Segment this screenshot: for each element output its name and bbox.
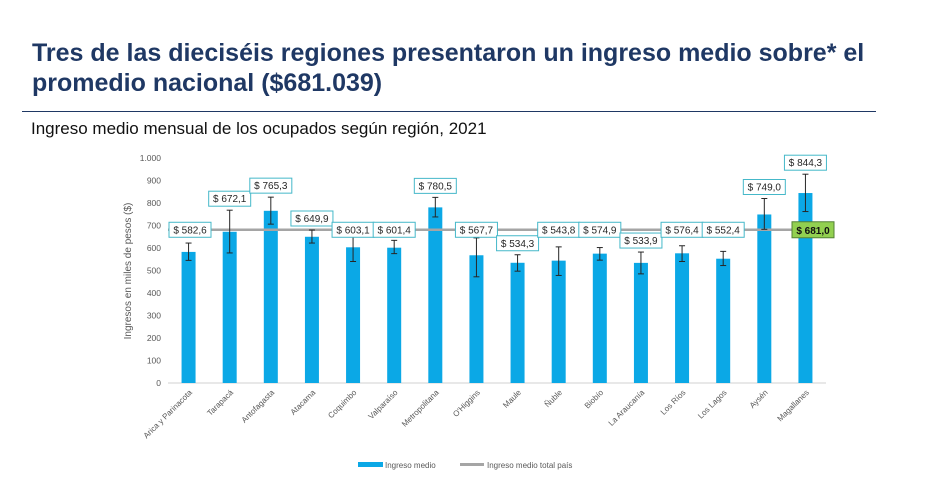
data-label: $ 574,9: [583, 225, 617, 236]
x-tick-label: La Araucanía: [607, 388, 647, 428]
data-label: $ 567,7: [460, 225, 494, 236]
y-tick-label: 400: [147, 288, 161, 298]
data-label-box: [496, 235, 540, 252]
data-label-box: [454, 221, 498, 238]
data-label: $ 844,3: [789, 158, 823, 169]
x-tick-label: Antofagasta: [240, 388, 277, 425]
x-tick-label: Coquimbo: [326, 388, 359, 421]
x-tick-label: Arica y Parinacota: [142, 388, 195, 441]
title-divider: [22, 111, 876, 112]
data-label: $ 533,9: [624, 236, 658, 247]
y-tick-label: 700: [147, 221, 161, 231]
legend: Ingreso medio Ingreso medio total país: [358, 461, 572, 470]
x-tick-label: Los Lagos: [696, 388, 728, 420]
data-label-box: [372, 221, 416, 238]
x-tick-label: Biobío: [583, 388, 606, 411]
data-label: $ 552,4: [707, 225, 741, 236]
x-tick-label: Valparaíso: [367, 388, 400, 421]
data-label: $ 543,8: [542, 225, 576, 236]
x-tick-label: Ñuble: [543, 388, 565, 410]
bar: [757, 214, 772, 383]
data-label-box: [701, 221, 745, 238]
data-label: $ 576,4: [665, 225, 699, 236]
legend-label-line: Ingreso medio total país: [487, 461, 572, 470]
bar: [346, 247, 361, 383]
data-label: $ 603,1: [336, 225, 370, 236]
bar: [181, 251, 196, 383]
error-bars: [185, 173, 809, 278]
bar: [551, 260, 566, 383]
bars: [181, 193, 813, 383]
y-tick-label: 900: [147, 176, 161, 186]
y-axis-title: Ingresos en miles de pesos ($): [123, 203, 134, 340]
bar: [633, 262, 648, 383]
data-label-box: [168, 221, 212, 238]
data-label-box: [249, 177, 293, 194]
chart-title: Ingreso medio mensual de los ocupados se…: [31, 119, 487, 138]
bar: [428, 207, 443, 383]
data-label: $ 649,9: [295, 214, 329, 225]
average-label: $ 681,0: [796, 226, 830, 237]
y-tick-label: 800: [147, 198, 161, 208]
x-tick-label: O'Higgins: [451, 388, 482, 419]
average-label-box: [791, 221, 835, 239]
x-tick-label: Magallanes: [776, 388, 811, 423]
data-label-box: [290, 210, 334, 227]
x-tick-label: Los Ríos: [659, 388, 688, 417]
data-label: $ 780,5: [419, 181, 453, 192]
data-label-box: [619, 232, 663, 249]
y-tick-label: 300: [147, 311, 161, 321]
x-tick-label: Aysén: [748, 388, 770, 410]
y-tick-label: 500: [147, 266, 161, 276]
data-label: $ 534,3: [501, 239, 535, 250]
x-tick-label: Maule: [501, 388, 523, 410]
data-label: $ 672,1: [213, 194, 247, 205]
bar: [798, 193, 813, 383]
y-tick-label: 200: [147, 333, 161, 343]
data-label: $ 582,6: [173, 225, 207, 236]
data-label-box: [742, 179, 786, 195]
legend-label-bar: Ingreso medio: [385, 461, 436, 470]
legend-swatch-bar: [358, 462, 383, 467]
bar: [510, 262, 525, 383]
data-label-box: [208, 190, 252, 207]
bar: [222, 231, 237, 383]
y-tick-label: 100: [147, 356, 161, 366]
bar: [263, 210, 278, 383]
x-tick-label: Atacama: [289, 388, 318, 417]
y-tick-label: 0: [156, 378, 161, 388]
x-tick-label: Tarapacá: [205, 388, 235, 418]
y-tick-label: 600: [147, 243, 161, 253]
data-label: $ 601,4: [378, 225, 412, 236]
bar: [716, 258, 731, 383]
x-axis-labels: Arica y Parinacota Tarapacá Antofagasta Ata…: [142, 388, 811, 441]
x-tick-label: Metropolitana: [400, 388, 441, 429]
y-tick-label: 1.000: [140, 153, 162, 163]
slide-title: Tres de las dieciséis regiones presentar…: [32, 39, 865, 97]
data-label-box: [413, 177, 457, 194]
bar: [387, 247, 402, 383]
bar: [592, 253, 607, 383]
bar: [469, 255, 484, 383]
bar: [304, 236, 319, 383]
data-label: $ 765,3: [254, 181, 288, 192]
data-label-box: [578, 221, 622, 238]
data-label-box: [783, 154, 827, 171]
bar: [675, 253, 690, 383]
data-labels: $ 582,6 $ 672,1 $ 765,3 $ 649,9 $ 603,1 $ 601…: [168, 154, 827, 252]
data-label: $ 749,0: [748, 183, 782, 194]
